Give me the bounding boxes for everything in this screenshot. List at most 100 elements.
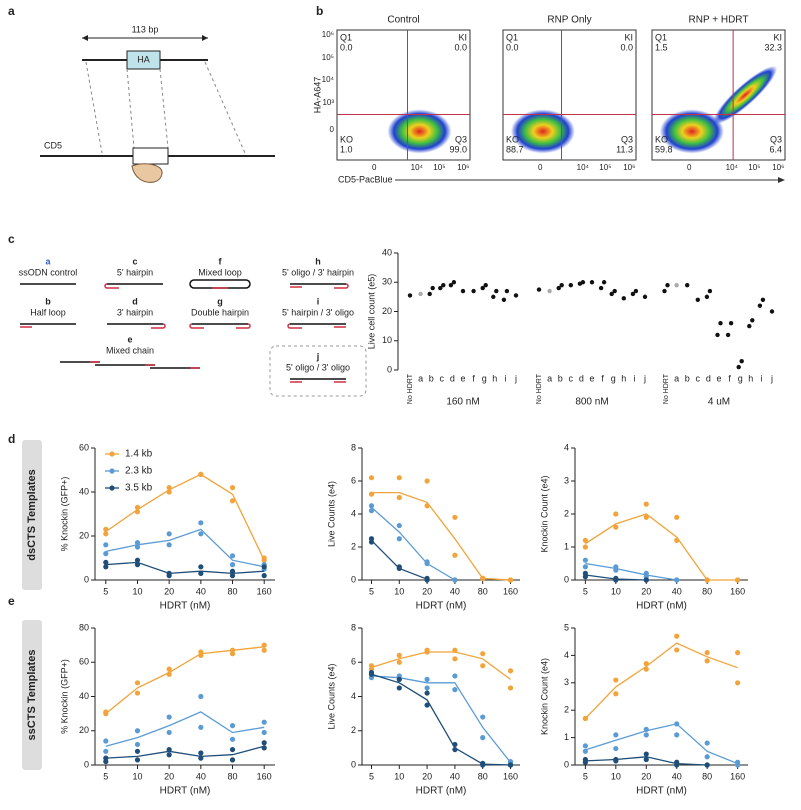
point: [735, 650, 741, 656]
y-tick-label: 2: [564, 705, 569, 715]
x-tick-label: a: [418, 373, 423, 383]
legend-label: 2.3 kb: [125, 466, 153, 477]
x-tick-label: 40: [672, 586, 682, 596]
point: [609, 291, 614, 297]
x-tick-label: 10: [611, 586, 621, 596]
x-tick-label: 10⁵: [748, 163, 760, 172]
point: [418, 291, 423, 297]
y-axis-label: % Knockin (GFP+): [59, 659, 69, 734]
y-axis-label: % Knockin (GFP+): [59, 477, 69, 552]
row-box: [22, 440, 42, 590]
point: [582, 557, 588, 563]
x-tick-label: 0: [538, 163, 543, 172]
point: [166, 671, 172, 677]
point: [507, 577, 514, 583]
point: [704, 740, 710, 746]
point: [643, 666, 649, 672]
legend-dot: [109, 468, 115, 474]
template-letter: c: [132, 256, 137, 266]
y-tick-label: 30: [382, 277, 392, 287]
x-tick-label: a: [674, 373, 679, 383]
y-tick-label: 10: [382, 335, 392, 345]
point: [198, 693, 204, 700]
point: [643, 570, 649, 577]
y-tick-label: 0: [387, 364, 392, 374]
plot-title: RNP Only: [547, 15, 591, 26]
point: [695, 297, 700, 302]
quadrant-value: 88.7: [506, 144, 524, 154]
point: [424, 647, 430, 653]
template-letter: i: [317, 296, 320, 306]
x-tick-label: 160: [503, 771, 518, 781]
point: [480, 285, 485, 291]
fit-line: [585, 756, 708, 766]
x-arrow-head: [778, 177, 785, 183]
point: [424, 478, 430, 484]
plot-title: Control: [387, 15, 419, 26]
fit-line: [371, 675, 512, 763]
point: [507, 762, 514, 768]
x-tick-label: 0: [687, 163, 692, 172]
point: [261, 642, 267, 648]
point: [134, 690, 141, 696]
quadrant-name: Q3: [770, 134, 782, 144]
point: [396, 475, 402, 481]
point: [134, 557, 141, 563]
point: [471, 288, 476, 294]
y-tick-label: 3: [564, 475, 569, 485]
x-tick-label: 80: [702, 586, 712, 596]
template-letter: a: [45, 256, 51, 266]
point: [368, 663, 375, 669]
point: [674, 721, 680, 727]
x-tick-label: g: [482, 373, 487, 383]
fit-line: [585, 562, 677, 581]
point: [396, 659, 402, 665]
point: [438, 285, 443, 291]
panel-a-diagram: 113 bp HA CD5: [40, 24, 275, 183]
point: [612, 288, 617, 294]
point: [630, 291, 636, 297]
point: [736, 364, 741, 370]
row-box: [22, 620, 42, 770]
point: [589, 280, 595, 285]
template-name: 5' hairpin: [117, 267, 153, 277]
x-tick-label: f: [472, 373, 475, 383]
density: [510, 109, 575, 154]
x-tick-label: d: [450, 373, 455, 383]
point: [507, 668, 514, 674]
point: [166, 666, 172, 672]
point: [501, 297, 507, 302]
point: [166, 485, 172, 491]
point: [229, 746, 236, 753]
template-name: Double hairpin: [191, 307, 249, 317]
point: [613, 732, 619, 738]
template-name: 3' hairpin: [117, 307, 153, 317]
point: [103, 738, 109, 744]
point: [480, 575, 486, 581]
fit-line: [371, 539, 428, 580]
point: [728, 321, 734, 326]
y-tick-label: 2: [351, 541, 356, 551]
fit-line: [371, 673, 511, 766]
fit-line: [371, 506, 456, 581]
row-label: ssCTS Templates: [26, 650, 38, 741]
point: [504, 288, 510, 294]
x-tick-label: 20: [164, 586, 174, 596]
point: [452, 746, 458, 753]
point: [198, 531, 204, 537]
quadrant-value: 0.0: [340, 42, 353, 52]
quadrant-name: KO: [506, 134, 519, 144]
point: [480, 760, 486, 766]
x-tick-label: f: [728, 373, 731, 383]
point: [613, 756, 619, 763]
y-tick-label: 5: [564, 622, 569, 632]
x-tick-label: 5: [103, 586, 108, 596]
point: [582, 715, 588, 722]
x-tick-label: f: [601, 373, 604, 383]
point: [582, 537, 588, 544]
point: [513, 293, 519, 298]
point: [613, 691, 619, 697]
row-label: dsCTS Templates: [26, 469, 38, 561]
row-labels: [22, 440, 42, 770]
template-name: Half loop: [30, 307, 66, 317]
